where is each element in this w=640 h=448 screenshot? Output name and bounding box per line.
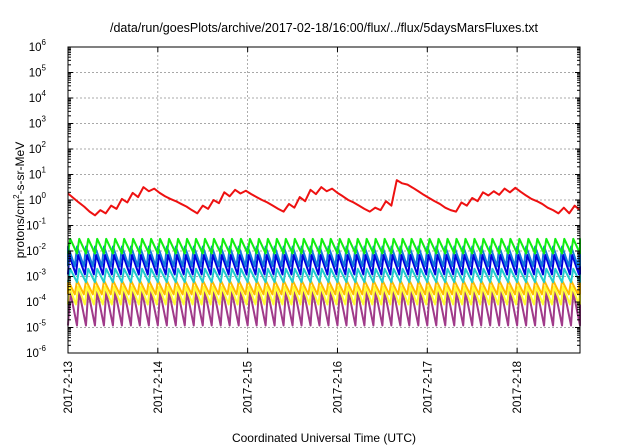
y-tick-label-exp: 0 (42, 191, 47, 200)
y-tick-label-exp: 3 (42, 115, 47, 124)
y-tick-label-base: 10 (29, 68, 42, 80)
y-axis-label-rest: -s-sr-MeV (13, 142, 27, 195)
y-tick-label: 101 (29, 166, 47, 182)
band-series-line (67, 279, 581, 296)
y-tick-label-base: 10 (26, 297, 39, 309)
y-tick-label: 10-6 (26, 344, 46, 360)
y-tick-label: 10-5 (26, 319, 46, 335)
y-tick-label: 105 (29, 64, 47, 80)
band-series-line (67, 237, 581, 255)
y-tick-label-exp: -3 (39, 268, 47, 277)
y-tick-label-base: 10 (29, 170, 42, 182)
band-series-line (67, 267, 581, 284)
x-tick-label: 2017-2-18 (512, 361, 524, 413)
y-tick-label-base: 10 (29, 195, 42, 207)
x-tick-label: 2017-2-14 (153, 360, 165, 413)
y-tick-label-base: 10 (26, 246, 39, 258)
y-tick-label: 104 (29, 89, 47, 105)
y-tick-label-base: 10 (29, 144, 42, 156)
y-tick-label: 100 (29, 191, 47, 207)
y-tick-label: 103 (29, 115, 47, 131)
y-axis-label-exp: 2 (12, 194, 21, 199)
y-tick-label: 10-1 (26, 217, 46, 233)
y-axis-ticks: 10610510410310210110010-110-210-310-410-… (26, 38, 580, 360)
y-tick-label-exp: -1 (39, 217, 47, 226)
y-tick-label-exp: -4 (39, 293, 47, 302)
x-tick-label: 2017-2-17 (422, 361, 434, 413)
y-tick-label: 10-3 (26, 268, 46, 284)
y-tick-label-exp: -2 (39, 242, 47, 251)
y-tick-label-base: 10 (29, 93, 42, 105)
y-axis-label: protons/cm2-s-sr-MeV (12, 142, 27, 258)
y-tick-label-base: 10 (26, 348, 39, 360)
y-tick-label-exp: 4 (42, 89, 47, 98)
y-tick-label: 10-4 (26, 293, 46, 309)
y-tick-label-exp: -5 (39, 319, 47, 328)
y-tick-label-exp: -6 (39, 344, 47, 353)
series-layer (67, 179, 581, 327)
x-axis-label: Coordinated Universal Time (UTC) (232, 431, 416, 445)
x-tick-label: 2017-2-15 (243, 361, 255, 413)
y-tick-label-base: 10 (29, 119, 42, 131)
y-tick-label: 106 (29, 38, 47, 54)
y-tick-label-base: 10 (26, 272, 39, 284)
y-tick-label-exp: 1 (42, 166, 47, 175)
band-series-line (67, 285, 581, 306)
y-tick-label-base: 10 (26, 323, 39, 335)
y-tick-label: 10-2 (26, 242, 46, 258)
y-tick-label-base: 10 (26, 221, 39, 233)
y-axis-label-base: protons/cm (13, 199, 27, 258)
y-tick-label-base: 10 (29, 42, 42, 54)
band-series-line (67, 253, 581, 276)
series-line (67, 179, 581, 217)
x-tick-label: 2017-2-13 (63, 361, 75, 413)
chart-title: /data/run/goesPlots/archive/2017-02-18/1… (110, 21, 539, 35)
x-axis-ticks: 2017-2-13 2017-2-14 2017-2-15 2017-2-16 2017… (63, 47, 524, 413)
y-tick-label-exp: 6 (42, 38, 47, 47)
x-tick-label: 2017-2-16 (332, 361, 344, 413)
y-tick-label-exp: 2 (42, 140, 47, 149)
y-tick-label-exp: 5 (42, 64, 47, 73)
y-tick-label: 102 (29, 140, 47, 156)
band-series-line (67, 290, 581, 327)
